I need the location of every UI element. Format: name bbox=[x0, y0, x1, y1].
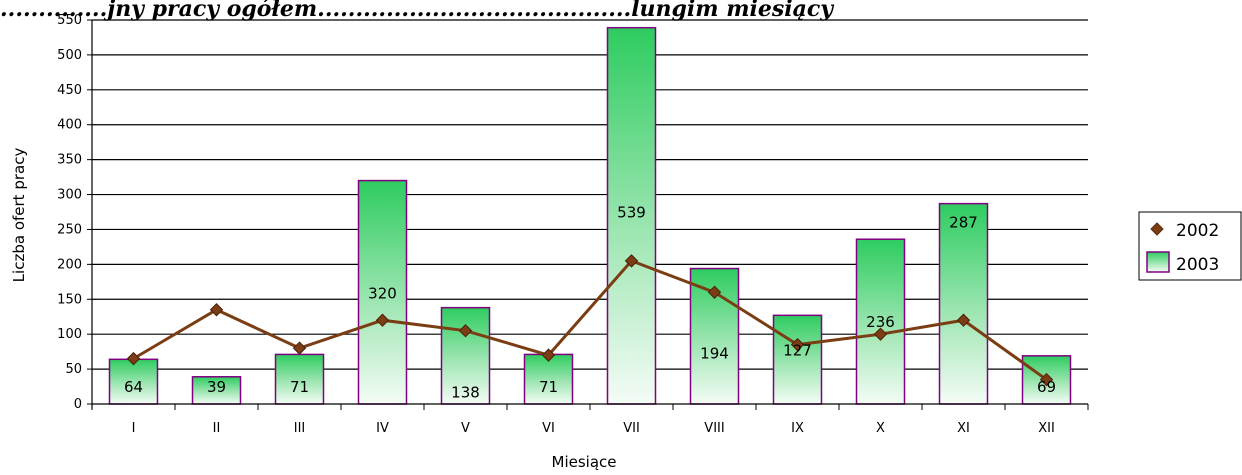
legend-swatch-2003 bbox=[1146, 251, 1170, 273]
data-labels: 64 39 71 320 138 71 539 194 127 236 287 69 bbox=[124, 204, 1056, 402]
bar-2003 bbox=[191, 376, 242, 405]
y-axis-label: Liczba ofert pracy bbox=[10, 148, 28, 283]
y-tick-label: 100 bbox=[57, 327, 82, 342]
bar-value-label: 138 bbox=[451, 384, 480, 402]
x-tick-label: III bbox=[294, 421, 306, 436]
bar-value-label: 69 bbox=[1037, 378, 1056, 396]
x-tick-label: IV bbox=[376, 421, 389, 436]
point-2002 bbox=[209, 303, 224, 317]
x-tick-label: I bbox=[132, 421, 136, 436]
bar-2003 bbox=[855, 238, 906, 405]
bar-value-label: 539 bbox=[617, 204, 646, 222]
bar-2003 bbox=[357, 179, 408, 405]
point-2002 bbox=[624, 254, 639, 268]
x-tick-label: VII bbox=[623, 421, 640, 436]
x-tick-label: VIII bbox=[704, 421, 724, 436]
x-tick-label: VI bbox=[542, 421, 555, 436]
bar-2003 bbox=[440, 306, 491, 405]
y-tick-label: 150 bbox=[57, 292, 82, 307]
bar-value-label: 39 bbox=[207, 378, 226, 396]
bar-2003 bbox=[938, 202, 989, 405]
legend-label-2002: 2002 bbox=[1176, 221, 1219, 241]
x-tick-label: IX bbox=[791, 421, 804, 436]
legend-label-2003: 2003 bbox=[1176, 255, 1219, 275]
x-tick-label: X bbox=[876, 421, 885, 436]
legend: 2002 2003 bbox=[1138, 211, 1242, 281]
bar-value-label: 320 bbox=[368, 285, 397, 303]
point-2002 bbox=[956, 313, 971, 327]
bar-2003 bbox=[689, 267, 740, 405]
point-2002 bbox=[375, 313, 390, 327]
y-tick-label: 400 bbox=[57, 118, 82, 133]
bar-value-label: 194 bbox=[700, 345, 729, 363]
y-tick-label: 250 bbox=[57, 222, 82, 237]
x-tick-label: II bbox=[213, 421, 221, 436]
bar-2003 bbox=[274, 353, 325, 405]
y-tick-label: 350 bbox=[57, 153, 82, 168]
gridlines bbox=[92, 19, 1088, 370]
bar-value-label: 64 bbox=[124, 378, 143, 396]
point-2002 bbox=[873, 327, 888, 341]
y-tick-label: 200 bbox=[57, 257, 82, 272]
title-fragment: ..............jny pracy ogółem..........… bbox=[0, 0, 835, 22]
x-tick-label: XI bbox=[957, 421, 970, 436]
y-tick-label: 50 bbox=[65, 362, 82, 377]
point-2002 bbox=[126, 351, 141, 366]
y-tick-label: 500 bbox=[57, 48, 82, 63]
point-2002 bbox=[790, 337, 805, 352]
bar-value-label: 287 bbox=[949, 214, 978, 232]
bar-2003 bbox=[772, 314, 823, 405]
bar-value-label: 71 bbox=[290, 378, 309, 396]
bars bbox=[108, 26, 1072, 405]
line-2002 bbox=[132, 259, 1048, 381]
x-axis-label: Miesiące bbox=[552, 453, 617, 471]
bar-2003 bbox=[606, 26, 657, 405]
point-2002 bbox=[541, 348, 556, 362]
point-2002 bbox=[292, 341, 307, 355]
y-tick-label: 450 bbox=[57, 83, 82, 98]
x-tick-label: V bbox=[461, 421, 470, 436]
y-tick-label: 300 bbox=[57, 188, 82, 203]
legend-marker-2002 bbox=[1150, 222, 1164, 236]
y-tick-label: 550 bbox=[57, 13, 82, 28]
bar-value-label: 71 bbox=[539, 378, 558, 396]
point-2002 bbox=[458, 323, 473, 338]
bar-value-label: 236 bbox=[866, 313, 895, 331]
x-tick-label: XII bbox=[1038, 421, 1055, 436]
bar-value-label: 127 bbox=[783, 341, 812, 359]
line-series bbox=[126, 254, 1054, 387]
point-2002 bbox=[1039, 372, 1054, 387]
point-2002 bbox=[707, 285, 722, 299]
bar-2003 bbox=[108, 358, 159, 405]
y-tick-label: 0 bbox=[74, 397, 82, 412]
